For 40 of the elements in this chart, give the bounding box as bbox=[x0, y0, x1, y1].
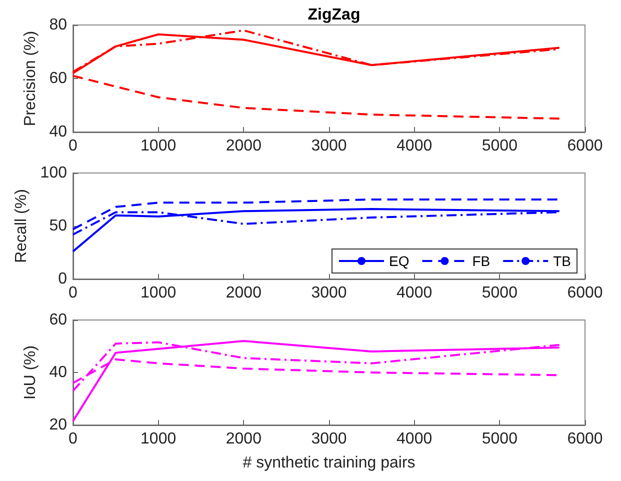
y-axis-title: Recall (%) bbox=[12, 189, 30, 263]
x-tick-label: 3000 bbox=[311, 284, 347, 302]
y-axis-title: Precision (%) bbox=[22, 30, 39, 126]
x-tick-label: 3000 bbox=[311, 138, 347, 154]
x-tick-label: 1000 bbox=[140, 138, 176, 154]
x-tick-label: 6000 bbox=[567, 430, 603, 448]
x-tick-label: 4000 bbox=[396, 284, 432, 302]
x-tick-label: 0 bbox=[68, 284, 78, 302]
chart-title: ZigZag bbox=[308, 6, 360, 24]
line-series bbox=[72, 340, 560, 422]
y-tick-label: 40 bbox=[49, 364, 68, 381]
legend-label: FB bbox=[472, 253, 490, 269]
x-tick-label: 5000 bbox=[482, 138, 518, 154]
legend-label: EQ bbox=[388, 253, 410, 269]
x-tick-label: 3000 bbox=[311, 430, 347, 448]
y-tick-label: 60 bbox=[49, 312, 68, 328]
y-tick-label: 20 bbox=[49, 416, 68, 434]
y-tick-label: 80 bbox=[49, 16, 68, 34]
y-tick-label: 50 bbox=[49, 218, 68, 234]
x-tick-label: 0 bbox=[68, 138, 78, 154]
x-tick-label: 0 bbox=[68, 430, 78, 448]
x-tick-label: 4000 bbox=[396, 430, 432, 448]
x-tick-label: 4000 bbox=[396, 138, 432, 154]
y-tick-label: 0 bbox=[58, 270, 68, 288]
x-tick-label: 2000 bbox=[226, 284, 262, 302]
y-axis-title: IoU (%) bbox=[22, 345, 39, 400]
x-tick-label: 5000 bbox=[482, 430, 518, 448]
line-series bbox=[72, 198, 560, 230]
x-tick-label: 5000 bbox=[482, 284, 518, 302]
y-tick-label: 100 bbox=[40, 164, 68, 182]
x-tick-label: 1000 bbox=[140, 430, 176, 448]
x-tick-label: 1000 bbox=[140, 284, 176, 302]
x-axis-title: # synthetic training pairs bbox=[242, 454, 416, 472]
x-tick-label: 2000 bbox=[226, 138, 262, 154]
x-tick-label: 6000 bbox=[567, 284, 603, 302]
y-tick-label: 40 bbox=[49, 124, 68, 140]
y-tick-label: 60 bbox=[49, 70, 68, 87]
x-tick-label: 6000 bbox=[567, 138, 603, 154]
x-tick-label: 2000 bbox=[226, 430, 262, 448]
legend-label: TB bbox=[553, 253, 571, 269]
